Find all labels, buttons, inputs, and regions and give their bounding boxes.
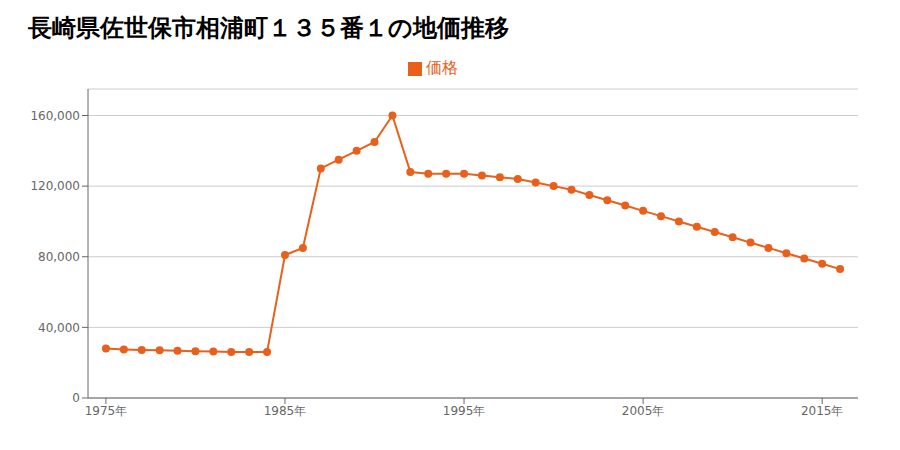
svg-text:40,000: 40,000 xyxy=(38,321,80,335)
svg-text:2015年: 2015年 xyxy=(801,404,844,418)
svg-text:160,000: 160,000 xyxy=(30,109,80,123)
svg-text:1975年: 1975年 xyxy=(85,404,128,418)
svg-text:1985年: 1985年 xyxy=(264,404,307,418)
html-text:価格: 価格 xyxy=(426,58,458,77)
html-text:長崎県佐世保市相浦町１３５番１の地価推移: 長崎県佐世保市相浦町１３５番１の地価推移 xyxy=(28,14,509,42)
svg-text:1995年: 1995年 xyxy=(443,404,486,418)
svg-text:120,000: 120,000 xyxy=(30,179,80,193)
svg-text:80,000: 80,000 xyxy=(38,250,80,264)
svg-text:0: 0 xyxy=(72,391,80,405)
svg-text:2005年: 2005年 xyxy=(622,404,665,418)
